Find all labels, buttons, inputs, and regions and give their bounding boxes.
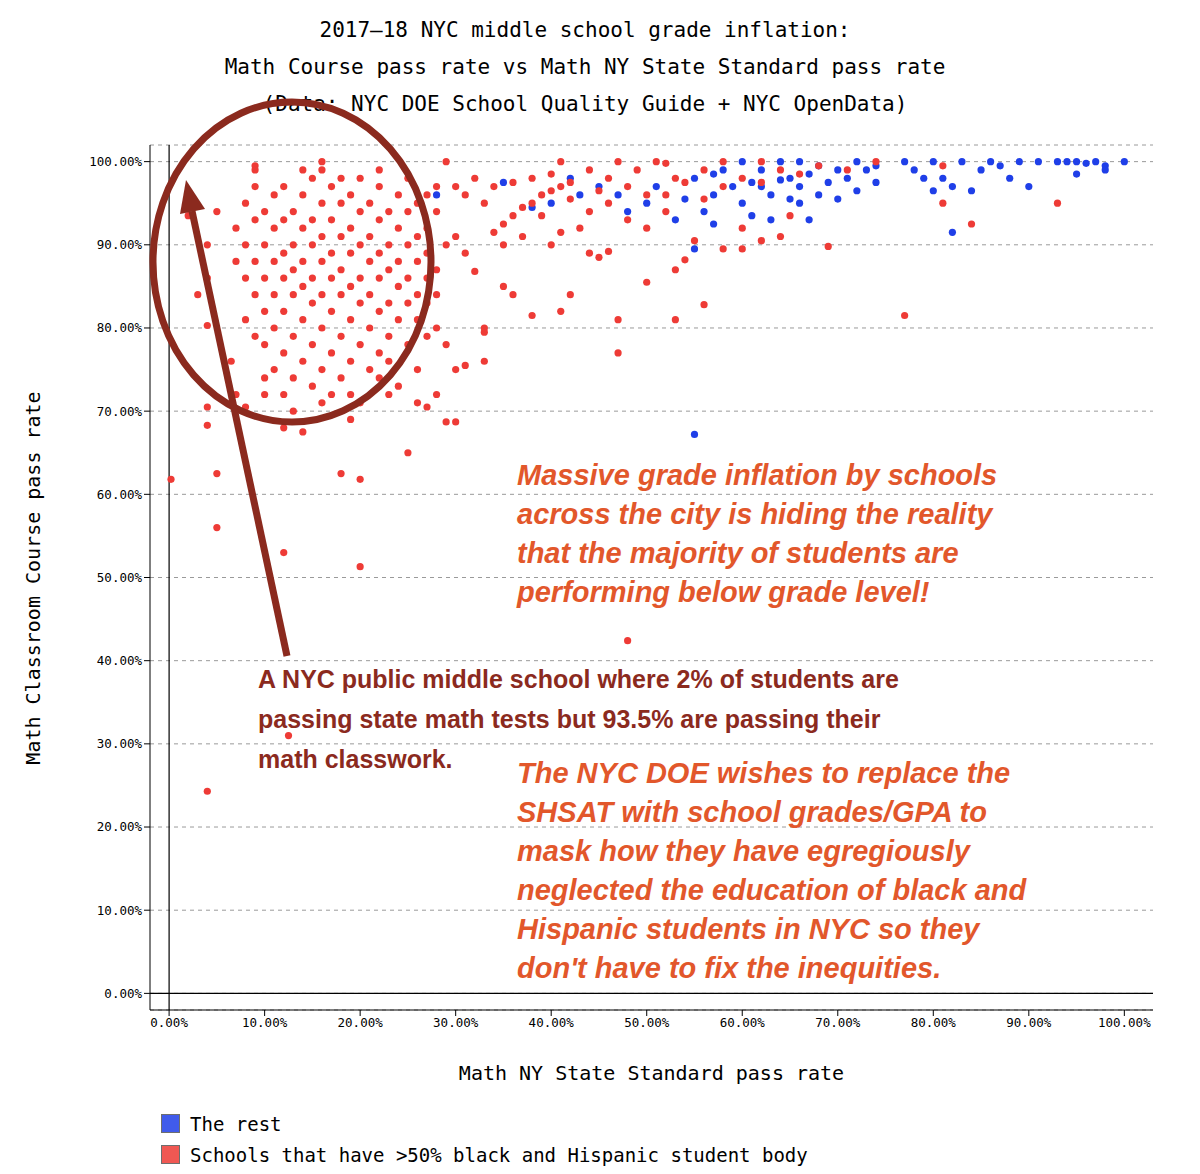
svg-text:0.00%: 0.00% bbox=[150, 1015, 188, 1030]
svg-text:10.00%: 10.00% bbox=[242, 1015, 288, 1030]
html-text:The rest: The rest bbox=[190, 1112, 282, 1135]
svg-text:100.00%: 100.00% bbox=[1098, 1015, 1151, 1030]
svg-text:70.00%: 70.00% bbox=[815, 1015, 861, 1030]
svg-text:10.00%: 10.00% bbox=[97, 903, 143, 918]
svg-text:The NYC DOE wishes to replace: The NYC DOE wishes to replace theSHSAT w… bbox=[517, 757, 1027, 984]
html-text:Schools that have >50% black a: Schools that have >50% black and Hispani… bbox=[190, 1143, 808, 1166]
svg-text:100.00%: 100.00% bbox=[89, 154, 142, 169]
svg-text:80.00%: 80.00% bbox=[911, 1015, 957, 1030]
svg-text:50.00%: 50.00% bbox=[624, 1015, 670, 1030]
svg-text:90.00%: 90.00% bbox=[1006, 1015, 1052, 1030]
svg-text:20.00%: 20.00% bbox=[97, 819, 143, 834]
svg-text:30.00%: 30.00% bbox=[433, 1015, 479, 1030]
svg-text:40.00%: 40.00% bbox=[97, 653, 143, 668]
svg-text:30.00%: 30.00% bbox=[97, 736, 143, 751]
svg-text:0.00%: 0.00% bbox=[104, 986, 142, 1001]
svg-text:Math Classroom Course pass rat: Math Classroom Course pass rate bbox=[21, 391, 45, 764]
svg-text:Math NY State Standard pass ra: Math NY State Standard pass rate bbox=[459, 1061, 844, 1085]
svg-text:A NYC public middle school whe: A NYC public middle school where 2% of s… bbox=[258, 665, 899, 773]
svg-text:60.00%: 60.00% bbox=[720, 1015, 766, 1030]
svg-text:20.00%: 20.00% bbox=[338, 1015, 384, 1030]
svg-text:60.00%: 60.00% bbox=[97, 487, 143, 502]
svg-text:Massive grade inflation by sch: Massive grade inflation by schoolsacross… bbox=[516, 459, 997, 608]
svg-text:40.00%: 40.00% bbox=[529, 1015, 575, 1030]
svg-text:2017–18 NYC middle school grad: 2017–18 NYC middle school grade inflatio… bbox=[225, 18, 946, 116]
svg-text:70.00%: 70.00% bbox=[97, 404, 143, 419]
svg-text:90.00%: 90.00% bbox=[97, 237, 143, 252]
svg-text:50.00%: 50.00% bbox=[97, 570, 143, 585]
svg-text:80.00%: 80.00% bbox=[97, 320, 143, 335]
